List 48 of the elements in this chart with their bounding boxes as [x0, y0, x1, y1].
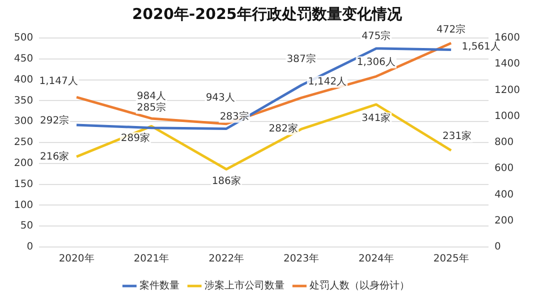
x-tick-label: 2023年 [284, 252, 319, 265]
data-label: 285宗 [136, 101, 166, 114]
y-tick-label: 150 [14, 178, 34, 190]
y-tick-label: 0 [26, 242, 34, 253]
data-label: 1,306人 [356, 56, 396, 68]
y2-tick-label: 1600 [494, 32, 520, 44]
y-tick-label: 100 [14, 200, 34, 211]
y2-tick-label: 400 [494, 189, 514, 200]
data-label: 231家 [442, 130, 472, 142]
data-label: 984人 [136, 91, 166, 102]
y-tick-label: 250 [14, 137, 34, 148]
legend-label: 案件数量 [140, 280, 180, 292]
y2-tick-label: 200 [494, 215, 514, 226]
y2-tick-label: 800 [494, 137, 514, 148]
data-label: 943人 [206, 92, 235, 104]
data-label: 216家 [40, 150, 70, 162]
data-label: 1,142人 [308, 76, 347, 88]
y-tick-label: 450 [14, 53, 34, 64]
data-label: 475宗 [362, 30, 391, 42]
data-label: 283宗 [220, 110, 249, 122]
data-label: 289家 [120, 132, 150, 144]
y2-tick-label: 1200 [494, 84, 520, 96]
data-label: 186家 [212, 174, 241, 187]
y-tick-label: 500 [14, 32, 34, 44]
y2-tick-label: 600 [494, 163, 514, 174]
data-label: 292宗 [40, 114, 70, 127]
data-label: 1,147人 [39, 76, 78, 87]
y2-tick-label: 1400 [494, 58, 520, 70]
y-tick-label: 300 [14, 116, 34, 128]
x-tick-label: 2021年 [134, 252, 170, 265]
x-tick-label: 2022年 [208, 252, 244, 265]
y-tick-label: 50 [20, 220, 34, 232]
x-tick-label: 2025年 [433, 252, 469, 265]
legend-label: 处罚人数（以身份计） [310, 280, 410, 292]
y2-tick-label: 0 [494, 242, 501, 253]
data-label: 1,561人 [462, 42, 500, 53]
data-label: 341家 [362, 112, 391, 124]
y-tick-label: 200 [14, 158, 34, 169]
x-tick-label: 2020年 [58, 252, 94, 265]
data-label: 472宗 [436, 23, 466, 36]
data-label: 387宗 [286, 52, 316, 65]
y-tick-label: 400 [14, 74, 34, 86]
chart-title: 2020年-2025年行政处罚数量变化情况 [132, 4, 403, 23]
y-tick-label: 350 [14, 95, 34, 106]
data-label: 282家 [268, 122, 298, 135]
x-tick-label: 2024年 [358, 252, 394, 265]
y2-tick-label: 1000 [494, 110, 520, 122]
legend-label: 涉案上市公司数量 [204, 280, 284, 292]
